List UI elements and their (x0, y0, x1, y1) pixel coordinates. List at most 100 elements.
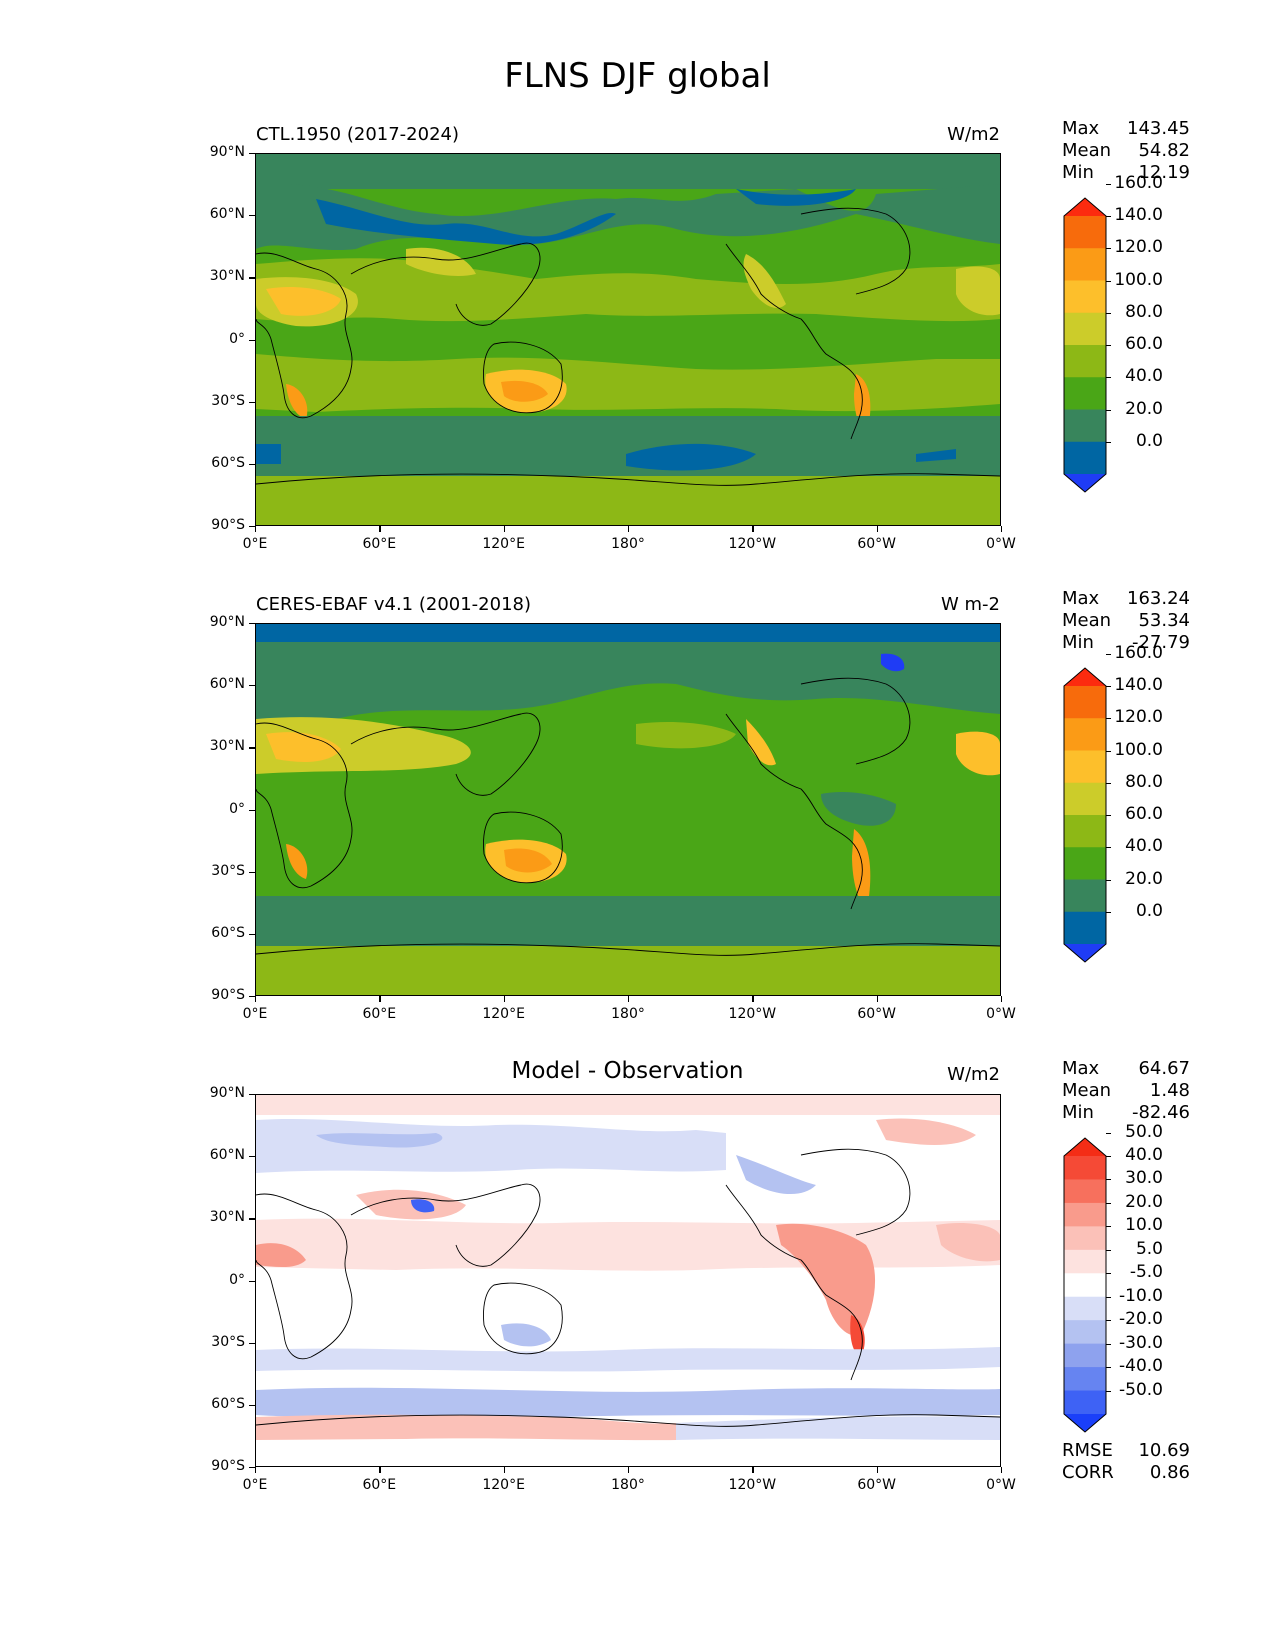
longitude-tick (503, 996, 505, 1002)
panel-3-asia-positive (356, 1189, 466, 1220)
longitude-label: 60°W (857, 1006, 896, 1022)
panel-1-arctic-band (256, 154, 1000, 189)
longitude-label: 60°W (857, 536, 896, 552)
panel-2-greenland-low (881, 653, 905, 672)
colorbar-segment (1064, 248, 1106, 281)
longitude-tick (503, 526, 505, 532)
stat-value: -82.46 (1131, 1102, 1190, 1123)
colorbar-segment (1064, 815, 1106, 848)
colorbar-label: 20.0 (1125, 1191, 1163, 1212)
colorbar-max-extension (1064, 668, 1106, 686)
latitude-tick (249, 996, 255, 998)
colorbar-max-extension (1064, 198, 1106, 216)
colorbar-tick (1106, 1202, 1111, 1204)
colorbar-segment (1064, 1249, 1106, 1274)
latitude-label: 90°N (209, 144, 245, 160)
colorbar-tick (1106, 718, 1111, 720)
colorbar-segment (1064, 1367, 1106, 1392)
panel-3-southern-negative-band (256, 1347, 1000, 1372)
latitude-tick (249, 933, 255, 936)
stat-mean: Mean 53.34 (1062, 610, 1190, 632)
panel-1-stats: Max 143.45 Mean 54.82 Min 12.19 (1062, 118, 1190, 184)
latitude-label: 0° (229, 800, 245, 817)
colorbar-label: 5.0 (1135, 1238, 1163, 1259)
colorbar-label: -50.0 (1119, 1379, 1163, 1400)
colorbar-segment (1064, 409, 1106, 443)
stat-max: Max 64.67 (1062, 1058, 1190, 1080)
colorbar-segment (1064, 847, 1106, 880)
colorbar-label: 100.0 (1114, 269, 1163, 290)
colorbar-segment (1064, 1273, 1106, 1298)
stat-label: Min (1062, 162, 1094, 183)
stat-label: Min (1062, 632, 1094, 653)
colorbar-tick (1106, 1249, 1111, 1251)
panel-3-antarctica-negative (676, 1416, 1000, 1440)
panel-3-eurasia-negative (256, 1118, 726, 1173)
panel-3-tibet-negative (411, 1199, 435, 1213)
colorbar-label: 160.0 (1114, 642, 1163, 663)
longitude-tick (255, 996, 257, 1002)
panel-3-arctic-band (256, 1095, 1000, 1115)
colorbar-outline (1063, 197, 1107, 493)
stat-max: Max 163.24 (1062, 588, 1190, 610)
longitude-label: 60°W (857, 1477, 896, 1493)
panel-3-southern-ocean-negative (256, 1387, 1000, 1417)
panel-3-tropical-positive-band (256, 1218, 1000, 1271)
panel-2-northern-midlat-field (256, 642, 1000, 719)
panel-3-andes-strong-positive (850, 1315, 865, 1356)
colorbar-min-extension (1064, 1414, 1106, 1432)
longitude-tick (876, 526, 878, 532)
stat-value: 143.45 (1127, 118, 1190, 139)
colorbar-tick (1106, 815, 1111, 816)
panel-3-north-america-negative (736, 1155, 816, 1195)
longitude-label: 120°W (728, 536, 777, 552)
colorbar-segment (1064, 1179, 1106, 1204)
colorbar-tick (1106, 312, 1111, 314)
longitude-label: 0°E (242, 536, 268, 552)
panel-1-southern-ocean-low (626, 443, 756, 471)
colorbar-segment (1064, 280, 1106, 314)
latitude-label: 90°S (211, 987, 245, 1003)
panel-3-greenland-positive (876, 1118, 976, 1145)
colorbar-label: 30.0 (1125, 1168, 1163, 1189)
latitude-tick (249, 871, 255, 873)
longitude-label: 60°E (362, 1006, 397, 1022)
colorbar-tick (1106, 1226, 1111, 1228)
colorbar-tick (1106, 1273, 1111, 1275)
colorbar-tick (1106, 653, 1111, 655)
longitude-tick (628, 1467, 630, 1473)
colorbar-segment (1064, 750, 1106, 784)
stat-value: 0.86 (1149, 1462, 1190, 1483)
panel-3-map (255, 1094, 1001, 1467)
latitude-tick (249, 685, 255, 687)
latitude-label: 60°N (209, 676, 245, 693)
panel-1-coastlines (256, 207, 1000, 486)
stat-mean: Mean 1.48 (1062, 1080, 1190, 1102)
colorbar-tick (1106, 280, 1111, 282)
colorbar-label: 140.0 (1114, 675, 1163, 695)
latitude-tick (249, 1218, 255, 1220)
colorbar-label: -40.0 (1119, 1356, 1163, 1377)
panel-2-mexico-hot (746, 719, 776, 766)
latitude-tick (249, 1280, 255, 1282)
stat-label: Max (1062, 588, 1100, 609)
colorbar-segment (1064, 345, 1106, 378)
longitude-label: 60°E (362, 1477, 397, 1493)
longitude-label: 180° (611, 1006, 645, 1022)
stat-corr: CORR 0.86 (1062, 1462, 1190, 1484)
longitude-label: 0°E (242, 1477, 268, 1493)
panel-2-australia-hot (504, 848, 552, 873)
latitude-label: 60°N (209, 1147, 245, 1164)
colorbar-segment (1064, 1226, 1106, 1251)
latitude-label: 90°S (211, 1458, 245, 1474)
colorbar-tick (1106, 183, 1111, 185)
stat-label: Max (1062, 118, 1100, 139)
panel-1-west-low (256, 444, 281, 464)
panel-1-southern-ocean (256, 416, 1000, 476)
longitude-tick (752, 996, 754, 1002)
panel-1-arctic-low (736, 189, 856, 206)
panel-2-stats: Max 163.24 Mean 53.34 Min -27.79 (1062, 588, 1190, 654)
colorbar-3 (1063, 1137, 1107, 1433)
colorbar-tick (1106, 1343, 1111, 1345)
colorbar-label: 80.0 (1125, 301, 1163, 322)
